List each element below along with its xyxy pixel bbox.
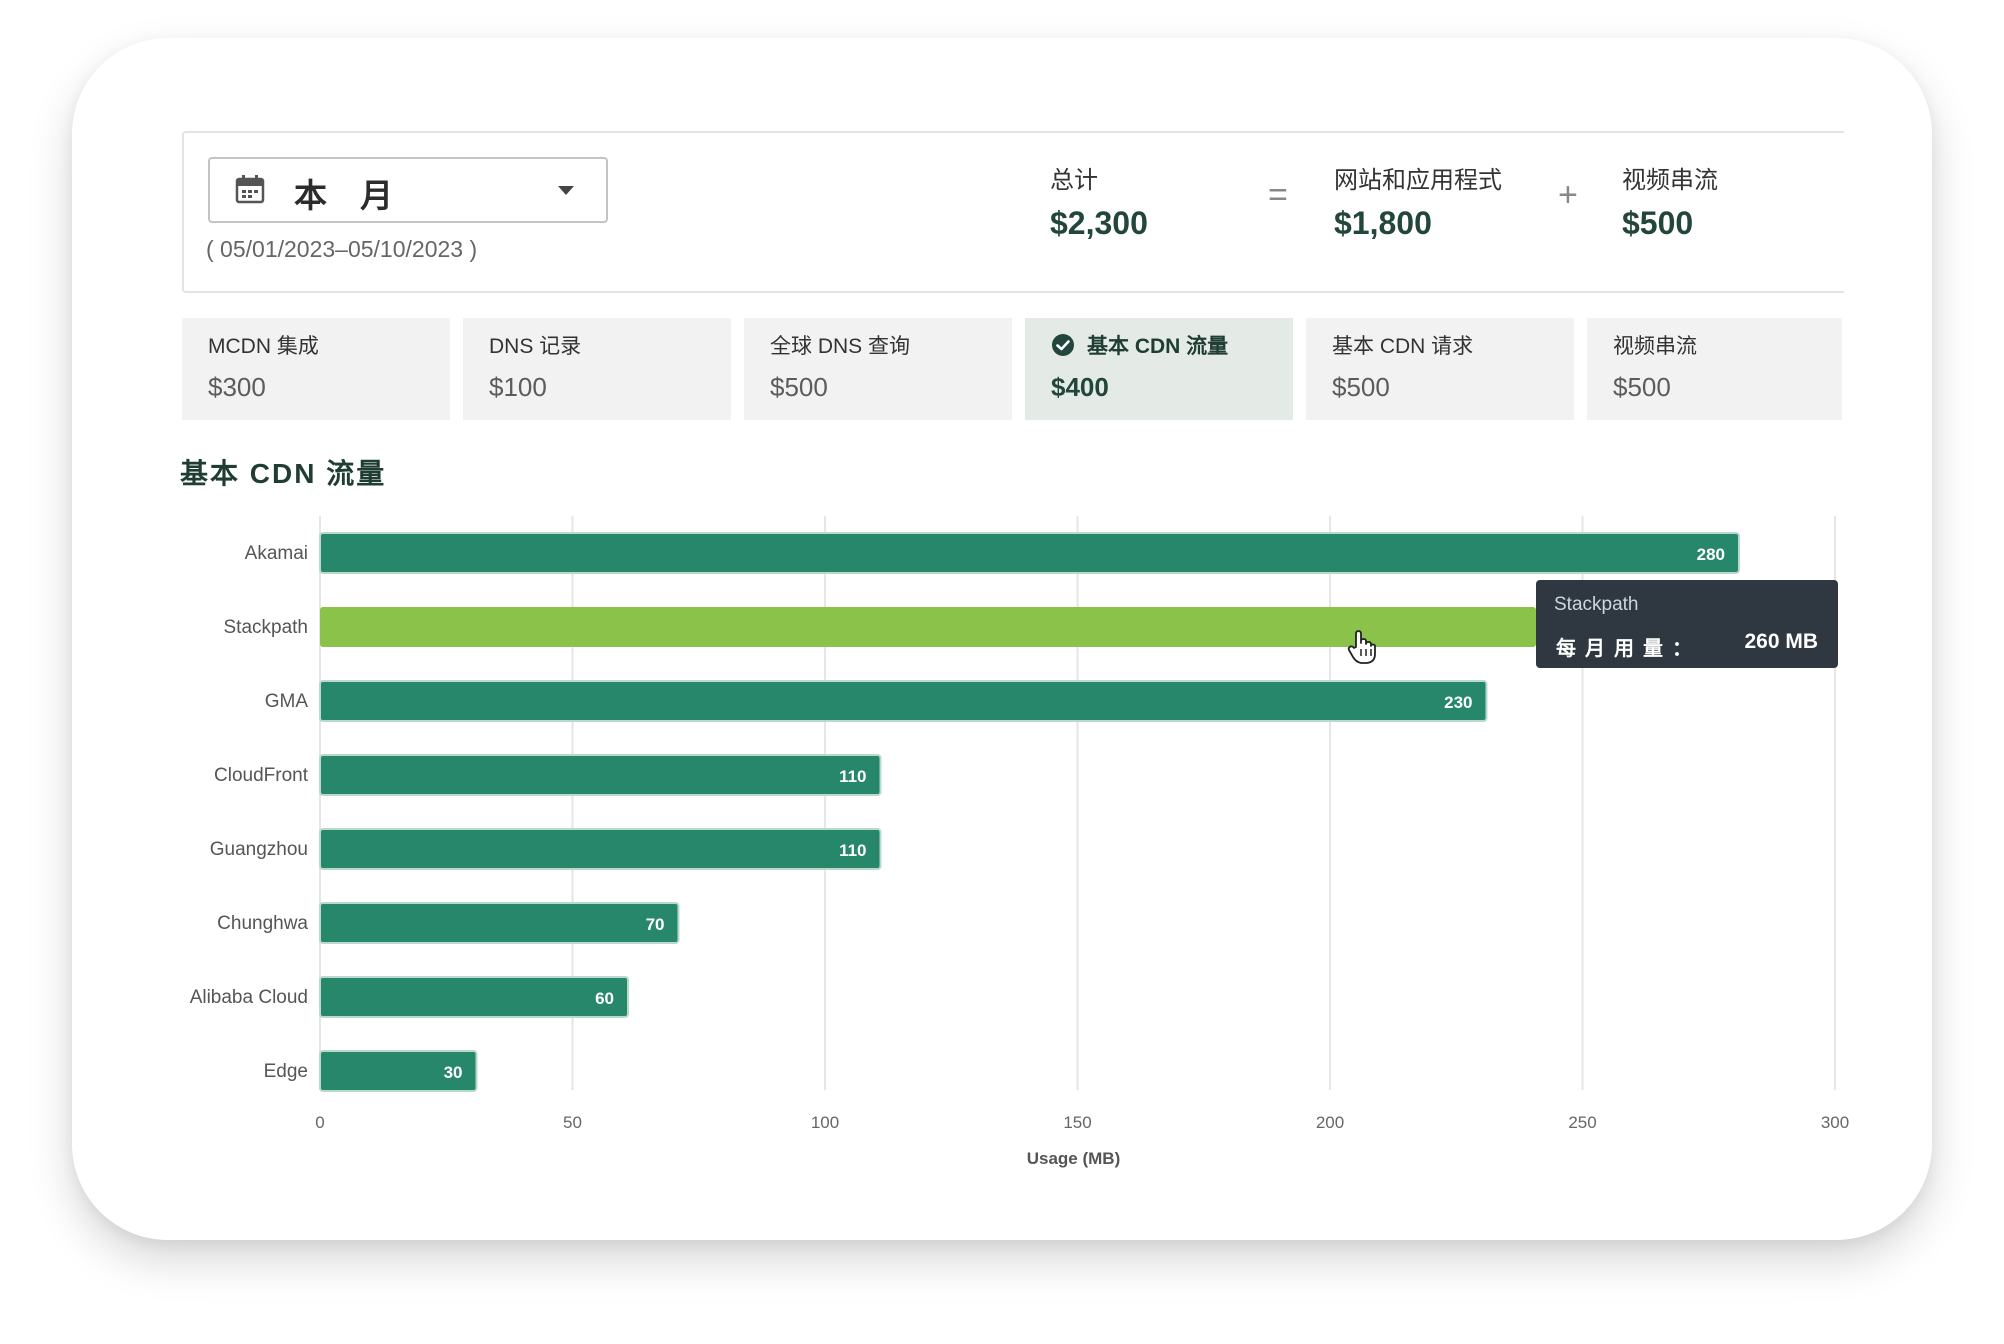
x-tick-label: 0	[315, 1113, 324, 1132]
bar-chunghwa[interactable]	[319, 902, 680, 944]
calendar-icon	[235, 175, 265, 204]
equals-sign: =	[1268, 176, 1288, 214]
metric-title: MCDN 集成	[208, 335, 319, 358]
bar-gma[interactable]	[319, 680, 1488, 722]
web-value: $1,800	[1334, 205, 1432, 241]
section-title: 基本 CDN 流量	[180, 458, 387, 489]
video-value: $500	[1622, 205, 1694, 241]
metric-card-dns-records[interactable]: DNS 记录 $100	[463, 318, 731, 420]
metric-card-global-dns[interactable]: 全球 DNS 查询 $500	[744, 318, 1012, 420]
metric-card-cdn-requests[interactable]: 基本 CDN 请求 $500	[1306, 318, 1574, 420]
y-category-label: Alibaba Cloud	[190, 987, 308, 1008]
total-label: 总计	[1050, 167, 1098, 194]
y-category-label: Stackpath	[224, 617, 309, 638]
video-summary: 视频串流 $500	[1622, 160, 1718, 242]
bar-guangzhou[interactable]	[319, 828, 882, 870]
total-value: $2,300	[1050, 205, 1148, 241]
bar-edge[interactable]	[319, 1050, 478, 1092]
metric-title: 全球 DNS 查询	[770, 335, 911, 358]
metric-card-cdn-traffic[interactable]: 基本 CDN 流量 $400	[1025, 318, 1293, 420]
video-label: 视频串流	[1622, 167, 1718, 194]
metric-value: $300	[208, 372, 266, 402]
x-axis-title: Usage (MB)	[1027, 1149, 1121, 1168]
metric-card-mcdn[interactable]: MCDN 集成 $300	[182, 318, 450, 420]
bar-alibaba-cloud[interactable]	[319, 976, 629, 1018]
x-tick-label: 100	[811, 1113, 839, 1132]
metric-value: $500	[770, 372, 828, 402]
bar-akamai[interactable]	[319, 532, 1740, 574]
chart-tooltip: Stackpath 每月用量： 260 MB	[1536, 580, 1838, 668]
metric-value: $500	[1613, 372, 1671, 402]
metric-card-video-streaming[interactable]: 视频串流 $500	[1587, 318, 1842, 420]
web-summary: 网站和应用程式 $1,800	[1334, 160, 1502, 242]
metric-title: 基本 CDN 流量	[1087, 335, 1229, 358]
metric-value: $400	[1051, 372, 1109, 402]
metric-title: 视频串流	[1613, 335, 1697, 358]
x-tick-label: 150	[1063, 1113, 1091, 1132]
y-category-label: CloudFront	[214, 765, 309, 786]
x-tick-label: 300	[1821, 1113, 1849, 1132]
y-category-label: Edge	[264, 1061, 308, 1082]
metric-value: $100	[489, 372, 547, 402]
web-label: 网站和应用程式	[1334, 167, 1502, 194]
x-tick-label: 250	[1568, 1113, 1596, 1132]
tooltip-value: 260 MB	[1744, 630, 1818, 653]
bar-value-label: 230	[1444, 693, 1472, 712]
hand-pointer-icon	[1347, 630, 1376, 664]
check-circle-icon	[1052, 334, 1074, 356]
bar-value-label: 280	[1697, 545, 1725, 564]
bar-value-label: 60	[595, 989, 614, 1008]
tooltip-title: Stackpath	[1554, 594, 1639, 615]
metric-title-row: 基本 CDN 流量	[1051, 330, 1228, 360]
metric-title: 基本 CDN 请求	[1332, 335, 1474, 358]
date-range-text: ( 05/01/2023–05/10/2023 )	[206, 236, 478, 262]
plus-sign: +	[1558, 176, 1578, 214]
y-category-label: Guangzhou	[210, 839, 308, 860]
chevron-down-icon	[558, 186, 574, 195]
y-category-label: Chunghwa	[217, 913, 308, 934]
y-category-label: GMA	[265, 691, 309, 712]
bar-value-label: 110	[839, 767, 866, 786]
bar-value-label: 30	[444, 1063, 463, 1082]
bar-value-label: 110	[839, 841, 866, 860]
x-tick-label: 200	[1316, 1113, 1344, 1132]
bar-cloudfront[interactable]	[319, 754, 882, 796]
date-range-dropdown[interactable]: 本 月	[208, 157, 608, 223]
bar-stackpath[interactable]	[320, 607, 1536, 647]
metric-value: $500	[1332, 372, 1390, 402]
total-summary: 总计 $2,300	[1050, 160, 1148, 242]
x-tick-label: 50	[563, 1113, 582, 1132]
metric-title: DNS 记录	[489, 335, 582, 358]
tooltip-label: 每月用量：	[1556, 638, 1701, 660]
bar-value-label: 70	[646, 915, 665, 934]
y-category-label: Akamai	[245, 543, 308, 564]
date-filter-label: 本 月	[294, 177, 406, 214]
